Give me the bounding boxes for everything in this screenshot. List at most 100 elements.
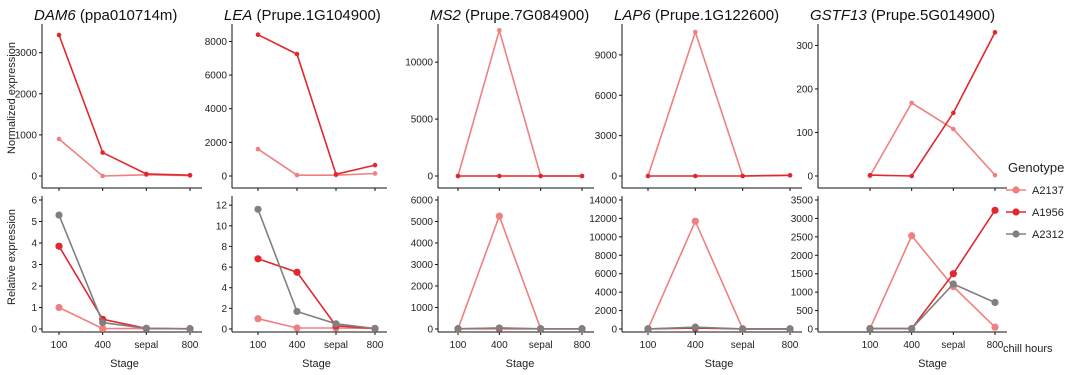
y-tick-label: 2500 bbox=[791, 232, 814, 243]
data-point bbox=[991, 323, 999, 331]
top-subplot: 0 5000 10000 bbox=[405, 24, 594, 191]
data-point bbox=[908, 325, 916, 333]
series-a1956 bbox=[254, 255, 379, 333]
data-point bbox=[55, 303, 63, 312]
series-line bbox=[647, 219, 790, 330]
y-tick-label: 0 bbox=[611, 325, 617, 336]
data-point bbox=[740, 173, 745, 179]
data-point bbox=[497, 173, 502, 179]
y-tick-label: 4000 bbox=[595, 288, 618, 299]
y-tick-label: 4000 bbox=[205, 104, 228, 115]
top-y-axis-label: Normalized expression bbox=[6, 42, 18, 154]
x-tick-label: 100 bbox=[250, 340, 267, 351]
y-tick-label: 2000 bbox=[791, 251, 814, 262]
series-a2137 bbox=[255, 146, 378, 178]
legend-swatch-marker bbox=[1012, 186, 1020, 194]
data-point bbox=[255, 146, 261, 152]
legend-entry-a1956: A1956 bbox=[1006, 207, 1064, 219]
series-a2137 bbox=[56, 136, 193, 179]
x-axis-title: Stage bbox=[918, 358, 947, 370]
series-a2137 bbox=[644, 217, 794, 333]
data-point bbox=[693, 29, 698, 35]
y-tick-label: 6000 bbox=[595, 269, 618, 280]
data-point bbox=[645, 173, 651, 179]
x-extra-label: chill hours bbox=[1003, 343, 1053, 355]
y-tick-label: 8000 bbox=[205, 37, 228, 48]
y-tick-label: 0 bbox=[31, 325, 37, 336]
y-tick-label: 12 bbox=[216, 201, 228, 212]
bottom-subplot: 0 500 1000 1500 2000 2500 3000 3500 100 400 sepal 8… bbox=[791, 196, 1007, 370]
gene-locus: (Prupe.1G122600) bbox=[651, 7, 779, 24]
series-line bbox=[869, 101, 996, 177]
data-point bbox=[293, 324, 301, 332]
series-a2137 bbox=[454, 212, 586, 333]
series-a2137 bbox=[866, 232, 999, 333]
data-point bbox=[144, 171, 149, 177]
series-line bbox=[647, 326, 790, 330]
y-tick-label: 4 bbox=[221, 283, 227, 294]
data-point bbox=[495, 324, 503, 332]
series-line bbox=[257, 258, 376, 330]
legend-entry-a2312: A2312 bbox=[1006, 229, 1064, 241]
data-point bbox=[951, 126, 956, 132]
data-point bbox=[99, 318, 107, 327]
y-tick-label: 6 bbox=[221, 263, 227, 274]
data-point bbox=[254, 205, 262, 213]
y-tick-label: 2 bbox=[221, 304, 227, 315]
y-tick-label: 3000 bbox=[595, 131, 618, 142]
y-tick-label: 3000 bbox=[411, 260, 434, 271]
data-point bbox=[55, 242, 63, 250]
y-tick-label: 12000 bbox=[589, 214, 617, 225]
panel-title: MS2 (Prupe.7G084900) bbox=[430, 7, 589, 24]
data-point bbox=[867, 172, 873, 178]
y-tick-label: 1000 bbox=[411, 303, 434, 314]
y-tick-label: 3000 bbox=[15, 48, 38, 59]
series-a2137 bbox=[455, 27, 585, 179]
series-a2137 bbox=[867, 100, 998, 179]
y-tick-label: 6000 bbox=[411, 196, 434, 207]
series-a2312 bbox=[454, 324, 586, 333]
series-a1956 bbox=[866, 206, 999, 333]
series-a2137 bbox=[254, 315, 379, 333]
gene-name: LAP6 bbox=[614, 7, 651, 24]
data-point bbox=[255, 32, 261, 38]
x-tick-label: sepal bbox=[941, 340, 965, 351]
y-tick-label: 2000 bbox=[205, 138, 228, 149]
top-subplot: 0 3000 6000 9000 bbox=[595, 24, 802, 191]
bottom-y-axis-label: Relative expression bbox=[6, 209, 18, 305]
x-tick-label: 100 bbox=[450, 340, 467, 351]
panel-title: GSTF13 (Prupe.5G014900) bbox=[810, 7, 995, 24]
panel-lea: LEA (Prupe.1G104900) 0 2000 4000 6000 8000 0 2 4… bbox=[205, 7, 387, 370]
panels: DAM6 (ppa010714m)01000200030000123456100… bbox=[15, 7, 1007, 370]
y-tick-label: 0 bbox=[807, 325, 813, 336]
x-tick-label: 400 bbox=[94, 340, 111, 351]
series-line bbox=[457, 27, 582, 177]
legend-swatch-marker bbox=[1012, 208, 1020, 216]
data-point bbox=[991, 298, 999, 307]
y-tick-label: 2000 bbox=[15, 89, 38, 100]
series-line bbox=[257, 33, 376, 176]
data-point bbox=[578, 325, 586, 333]
series-line bbox=[870, 209, 996, 330]
x-tick-label: 400 bbox=[289, 340, 306, 351]
data-point bbox=[691, 217, 699, 225]
panel-ms2: MS2 (Prupe.7G084900) 0 5000 10000 0 1000 2000 3… bbox=[405, 7, 594, 370]
x-tick-label: 100 bbox=[862, 340, 879, 351]
panel-dam6: DAM6 (ppa010714m) 0 1000 2000 3000 0 1 2 3 4 5 6 100… bbox=[15, 7, 202, 370]
y-tick-label: 200 bbox=[796, 84, 813, 95]
y-tick-label: 8 bbox=[221, 242, 227, 253]
bottom-subplot: 0 2 4 6 8 10 12 100 400 sepal 800 Stage bbox=[216, 196, 387, 370]
data-point bbox=[372, 162, 378, 168]
top-subplot: 0 1000 2000 3000 bbox=[15, 24, 202, 191]
data-point bbox=[739, 325, 747, 333]
panel-title: LEA (Prupe.1G104900) bbox=[224, 7, 381, 24]
x-tick-label: 800 bbox=[574, 340, 591, 351]
y-tick-label: 3 bbox=[31, 260, 37, 271]
bottom-subplot: 0 2000 4000 6000 8000 10000 12000 14000 100 400 se… bbox=[589, 196, 802, 370]
data-point bbox=[254, 315, 262, 323]
top-subplot: 0 100 200 300 bbox=[796, 24, 1007, 191]
series-a1956 bbox=[56, 32, 193, 178]
data-point bbox=[909, 173, 914, 179]
legend-label: A2137 bbox=[1032, 185, 1064, 197]
legend-title: Genotype bbox=[1008, 160, 1064, 175]
